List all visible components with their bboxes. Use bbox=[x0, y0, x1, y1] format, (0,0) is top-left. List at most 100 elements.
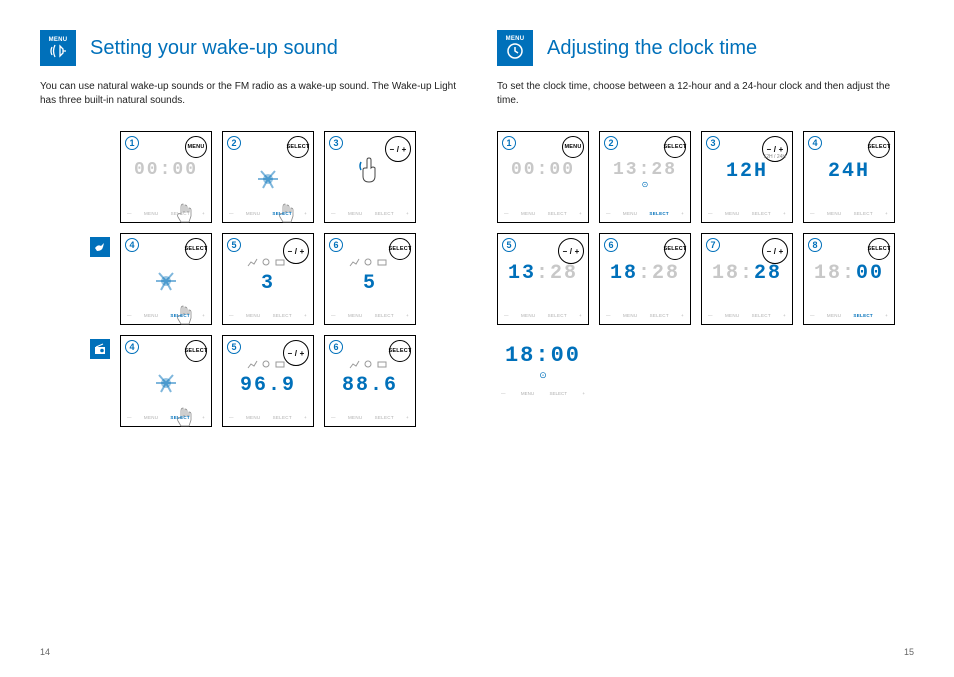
step-grid-left: 1MENU00:00—MENUSELECT+2SELECT—MENUSELECT… bbox=[40, 131, 457, 427]
touch-splash-icon bbox=[151, 268, 181, 299]
sound-icons-row bbox=[325, 358, 415, 370]
sound-icons-row bbox=[223, 358, 313, 370]
panel-display: 5 bbox=[325, 272, 415, 295]
panel-display: 00:00 bbox=[121, 160, 211, 180]
panel-display: 00:00 bbox=[498, 160, 588, 180]
panel-bottom-labels: —MENUSELECT+ bbox=[331, 313, 409, 318]
result-bottom-labels: —MENUSELECT+ bbox=[497, 391, 589, 396]
hand-gesture-icon bbox=[357, 156, 383, 191]
page-number: 14 bbox=[40, 647, 50, 657]
step-panel: 4 SELECT —MENUSELECT+ bbox=[120, 335, 212, 427]
clock-menu-icon: MENU bbox=[497, 30, 533, 66]
step-number: 1 bbox=[502, 136, 516, 150]
touch-splash-icon bbox=[253, 166, 283, 197]
panel-bottom-labels: —MENUSELECT+ bbox=[229, 313, 307, 318]
panel-display: 13:28 bbox=[600, 160, 690, 180]
panel-bottom-labels: —MENUSELECT+ bbox=[127, 313, 205, 318]
step-panel: 5− / +3—MENUSELECT+ bbox=[222, 233, 314, 325]
panel-button: SELECT bbox=[185, 238, 207, 260]
panel-bottom-labels: —MENUSELECT+ bbox=[606, 211, 684, 216]
radio-icon bbox=[90, 339, 110, 359]
step-number: 4 bbox=[125, 238, 139, 252]
panel-bottom-labels: —MENUSELECT+ bbox=[127, 415, 205, 420]
panel-button: SELECT bbox=[664, 136, 686, 158]
step-panel: 1 MENU00:00 —MENUSELECT+ bbox=[497, 131, 589, 223]
panel-bottom-labels: —MENUSELECT+ bbox=[504, 313, 582, 318]
result-panel: 18:00 ⊙ —MENUSELECT+ bbox=[497, 343, 589, 413]
panel-button: SELECT bbox=[868, 238, 890, 260]
sound-icons-row bbox=[223, 256, 313, 268]
panel-button: − / + bbox=[385, 136, 411, 162]
step-row: 1MENU00:00—MENUSELECT+2SELECT—MENUSELECT… bbox=[90, 131, 457, 223]
panel-bottom-labels: —MENUSELECT+ bbox=[708, 313, 786, 318]
section-header: MENU Setting your wake-up sound bbox=[40, 30, 457, 66]
step-panel: 1MENU00:00—MENUSELECT+ bbox=[120, 131, 212, 223]
section-title: Adjusting the clock time bbox=[547, 37, 757, 60]
step-number: 5 bbox=[227, 238, 241, 252]
step-panel: 2 SELECT13:28⊙ —MENUSELECT+ bbox=[599, 131, 691, 223]
step-panel: 4SELECT24H—MENUSELECT+ bbox=[803, 131, 895, 223]
panel-display: 18:28 bbox=[600, 262, 690, 285]
step-number: 6 bbox=[329, 340, 343, 354]
step-number: 5 bbox=[502, 238, 516, 252]
section-body: To set the clock time, choose between a … bbox=[497, 80, 914, 107]
panel-button: − / + bbox=[762, 238, 788, 264]
section-header: MENU Adjusting the clock time bbox=[497, 30, 914, 66]
panel-button: MENU bbox=[562, 136, 584, 158]
section-body: You can use natural wake-up sounds or th… bbox=[40, 80, 457, 107]
step-panel: 4 SELECT —MENUSELECT+ bbox=[120, 233, 212, 325]
panel-bottom-labels: —MENUSELECT+ bbox=[708, 211, 786, 216]
panel-button: SELECT bbox=[868, 136, 890, 158]
step-panel: 6 SELECT18:28 —MENUSELECT+ bbox=[599, 233, 691, 325]
panel-bottom-labels: —MENUSELECT+ bbox=[229, 415, 307, 420]
step-grid-right: 1MENU00:00—MENUSELECT+2SELECT13:28⊙—MENU… bbox=[497, 131, 914, 325]
step-number: 2 bbox=[227, 136, 241, 150]
step-panel: 6SELECT88.6—MENUSELECT+ bbox=[324, 335, 416, 427]
panel-bottom-labels: —MENUSELECT+ bbox=[810, 211, 888, 216]
panel-bottom-labels: —MENUSELECT+ bbox=[810, 313, 888, 318]
step-number: 3 bbox=[706, 136, 720, 150]
panel-button: SELECT bbox=[287, 136, 309, 158]
result-clock-icon: ⊙ bbox=[497, 370, 589, 381]
panel-bottom-labels: —MENUSELECT+ bbox=[606, 313, 684, 318]
step-row: 4SELECT—MENUSELECT+5− / +96.9—MENUSELECT… bbox=[90, 335, 457, 427]
panel-button: MENU bbox=[185, 136, 207, 158]
panel-display: 13:28 bbox=[498, 262, 588, 285]
step-row: 4SELECT—MENUSELECT+5− / +3—MENUSELECT+6S… bbox=[90, 233, 457, 325]
step-panel: 3− / +12H12H / 24H—MENUSELECT+ bbox=[701, 131, 793, 223]
panel-button: SELECT bbox=[185, 340, 207, 362]
step-number: 6 bbox=[604, 238, 618, 252]
step-panel: 7 − / +18:28 —MENUSELECT+ bbox=[701, 233, 793, 325]
step-number: 5 bbox=[227, 340, 241, 354]
panel-display: 3 bbox=[223, 272, 313, 295]
panel-display: 88.6 bbox=[325, 374, 415, 397]
right-page: MENU Adjusting the clock time To set the… bbox=[497, 30, 914, 647]
step-number: 4 bbox=[808, 136, 822, 150]
step-number: 7 bbox=[706, 238, 720, 252]
panel-bottom-labels: —MENUSELECT+ bbox=[504, 211, 582, 216]
panel-bottom-labels: —MENUSELECT+ bbox=[229, 211, 307, 216]
step-number: 6 bbox=[329, 238, 343, 252]
step-panel: 5− / +96.9—MENUSELECT+ bbox=[222, 335, 314, 427]
touch-splash-icon bbox=[151, 370, 181, 401]
step-number: 8 bbox=[808, 238, 822, 252]
step-number: 4 bbox=[125, 340, 139, 354]
step-number: 2 bbox=[604, 136, 618, 150]
step-row: 1MENU00:00—MENUSELECT+2SELECT13:28⊙—MENU… bbox=[497, 131, 914, 223]
panel-bottom-labels: —MENUSELECT+ bbox=[127, 211, 205, 216]
panel-display: 96.9 bbox=[223, 374, 313, 397]
panel-bottom-labels: —MENUSELECT+ bbox=[331, 211, 409, 216]
format-label: 12H / 24H bbox=[763, 154, 786, 160]
step-row: 5− / +13:28—MENUSELECT+6SELECT18:28—MENU… bbox=[497, 233, 914, 325]
page-number: 15 bbox=[904, 647, 914, 657]
panel-display: 18:00 bbox=[804, 262, 894, 285]
clock-sub-icon: ⊙ bbox=[642, 180, 649, 189]
left-page: MENU Setting your wake-up sound You can … bbox=[40, 30, 457, 647]
sound-menu-icon: MENU bbox=[40, 30, 76, 66]
step-panel: 3− / +—MENUSELECT+ bbox=[324, 131, 416, 223]
step-panel: 8 SELECT18:00 —MENUSELECT+ bbox=[803, 233, 895, 325]
panel-button: SELECT bbox=[664, 238, 686, 260]
step-panel: 5− / +13:28—MENUSELECT+ bbox=[497, 233, 589, 325]
panel-display: 18:28 bbox=[702, 262, 792, 285]
bird-icon bbox=[90, 237, 110, 257]
